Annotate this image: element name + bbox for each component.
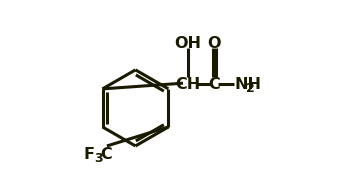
Text: O: O: [208, 36, 221, 51]
Text: 3: 3: [95, 152, 103, 165]
Text: C: C: [209, 77, 220, 92]
Text: OH: OH: [174, 36, 201, 51]
Text: NH: NH: [234, 77, 261, 92]
Text: C: C: [100, 147, 112, 162]
Text: F: F: [84, 147, 95, 162]
Text: CH: CH: [175, 77, 200, 92]
Text: 2: 2: [246, 82, 255, 95]
